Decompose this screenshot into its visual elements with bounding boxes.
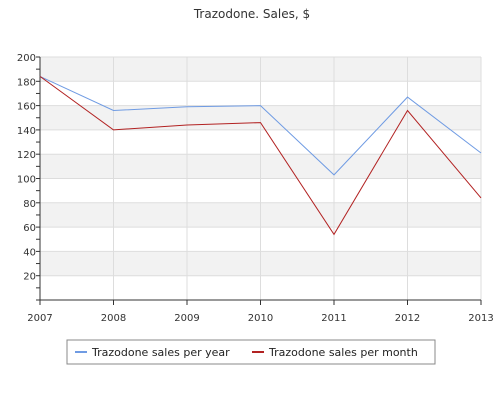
y-tick-label: 200 (17, 53, 36, 64)
y-tick-label: 100 (17, 175, 36, 186)
chart-title: Trazodone. Sales, $ (193, 7, 310, 21)
y-tick-label: 180 (17, 77, 36, 88)
y-tick-label: 80 (23, 199, 36, 210)
y-axis-ticks: 20 40 60 80 100 120 140 160 180 200 (17, 53, 40, 301)
series-lines (39, 75, 482, 236)
y-tick-label: 20 (23, 272, 36, 283)
y-tick-label: 160 (17, 102, 36, 113)
legend: Trazodone sales per year Trazodone sales … (66, 339, 436, 365)
x-tick-label: 2009 (174, 313, 199, 324)
x-tick-label: 2013 (468, 313, 493, 324)
y-tick-label: 120 (17, 150, 36, 161)
legend-label: Trazodone sales per year (91, 346, 230, 359)
y-tick-label: 60 (23, 223, 36, 234)
y-tick-label: 140 (17, 126, 36, 137)
x-tick-label: 2011 (321, 313, 346, 324)
legend-label: Trazodone sales per month (268, 346, 418, 359)
x-tick-label: 2012 (395, 313, 420, 324)
x-tick-label: 2010 (248, 313, 273, 324)
gridlines (40, 56, 482, 300)
series-line-2 (39, 75, 482, 236)
legend-box (66, 339, 436, 365)
y-tick-label: 40 (23, 247, 36, 258)
x-tick-label: 2007 (27, 313, 52, 324)
series-line-1 (39, 75, 482, 176)
x-tick-label: 2008 (101, 313, 126, 324)
x-axis-ticks: 2007 2008 2009 2010 2011 2012 2013 (27, 300, 494, 324)
